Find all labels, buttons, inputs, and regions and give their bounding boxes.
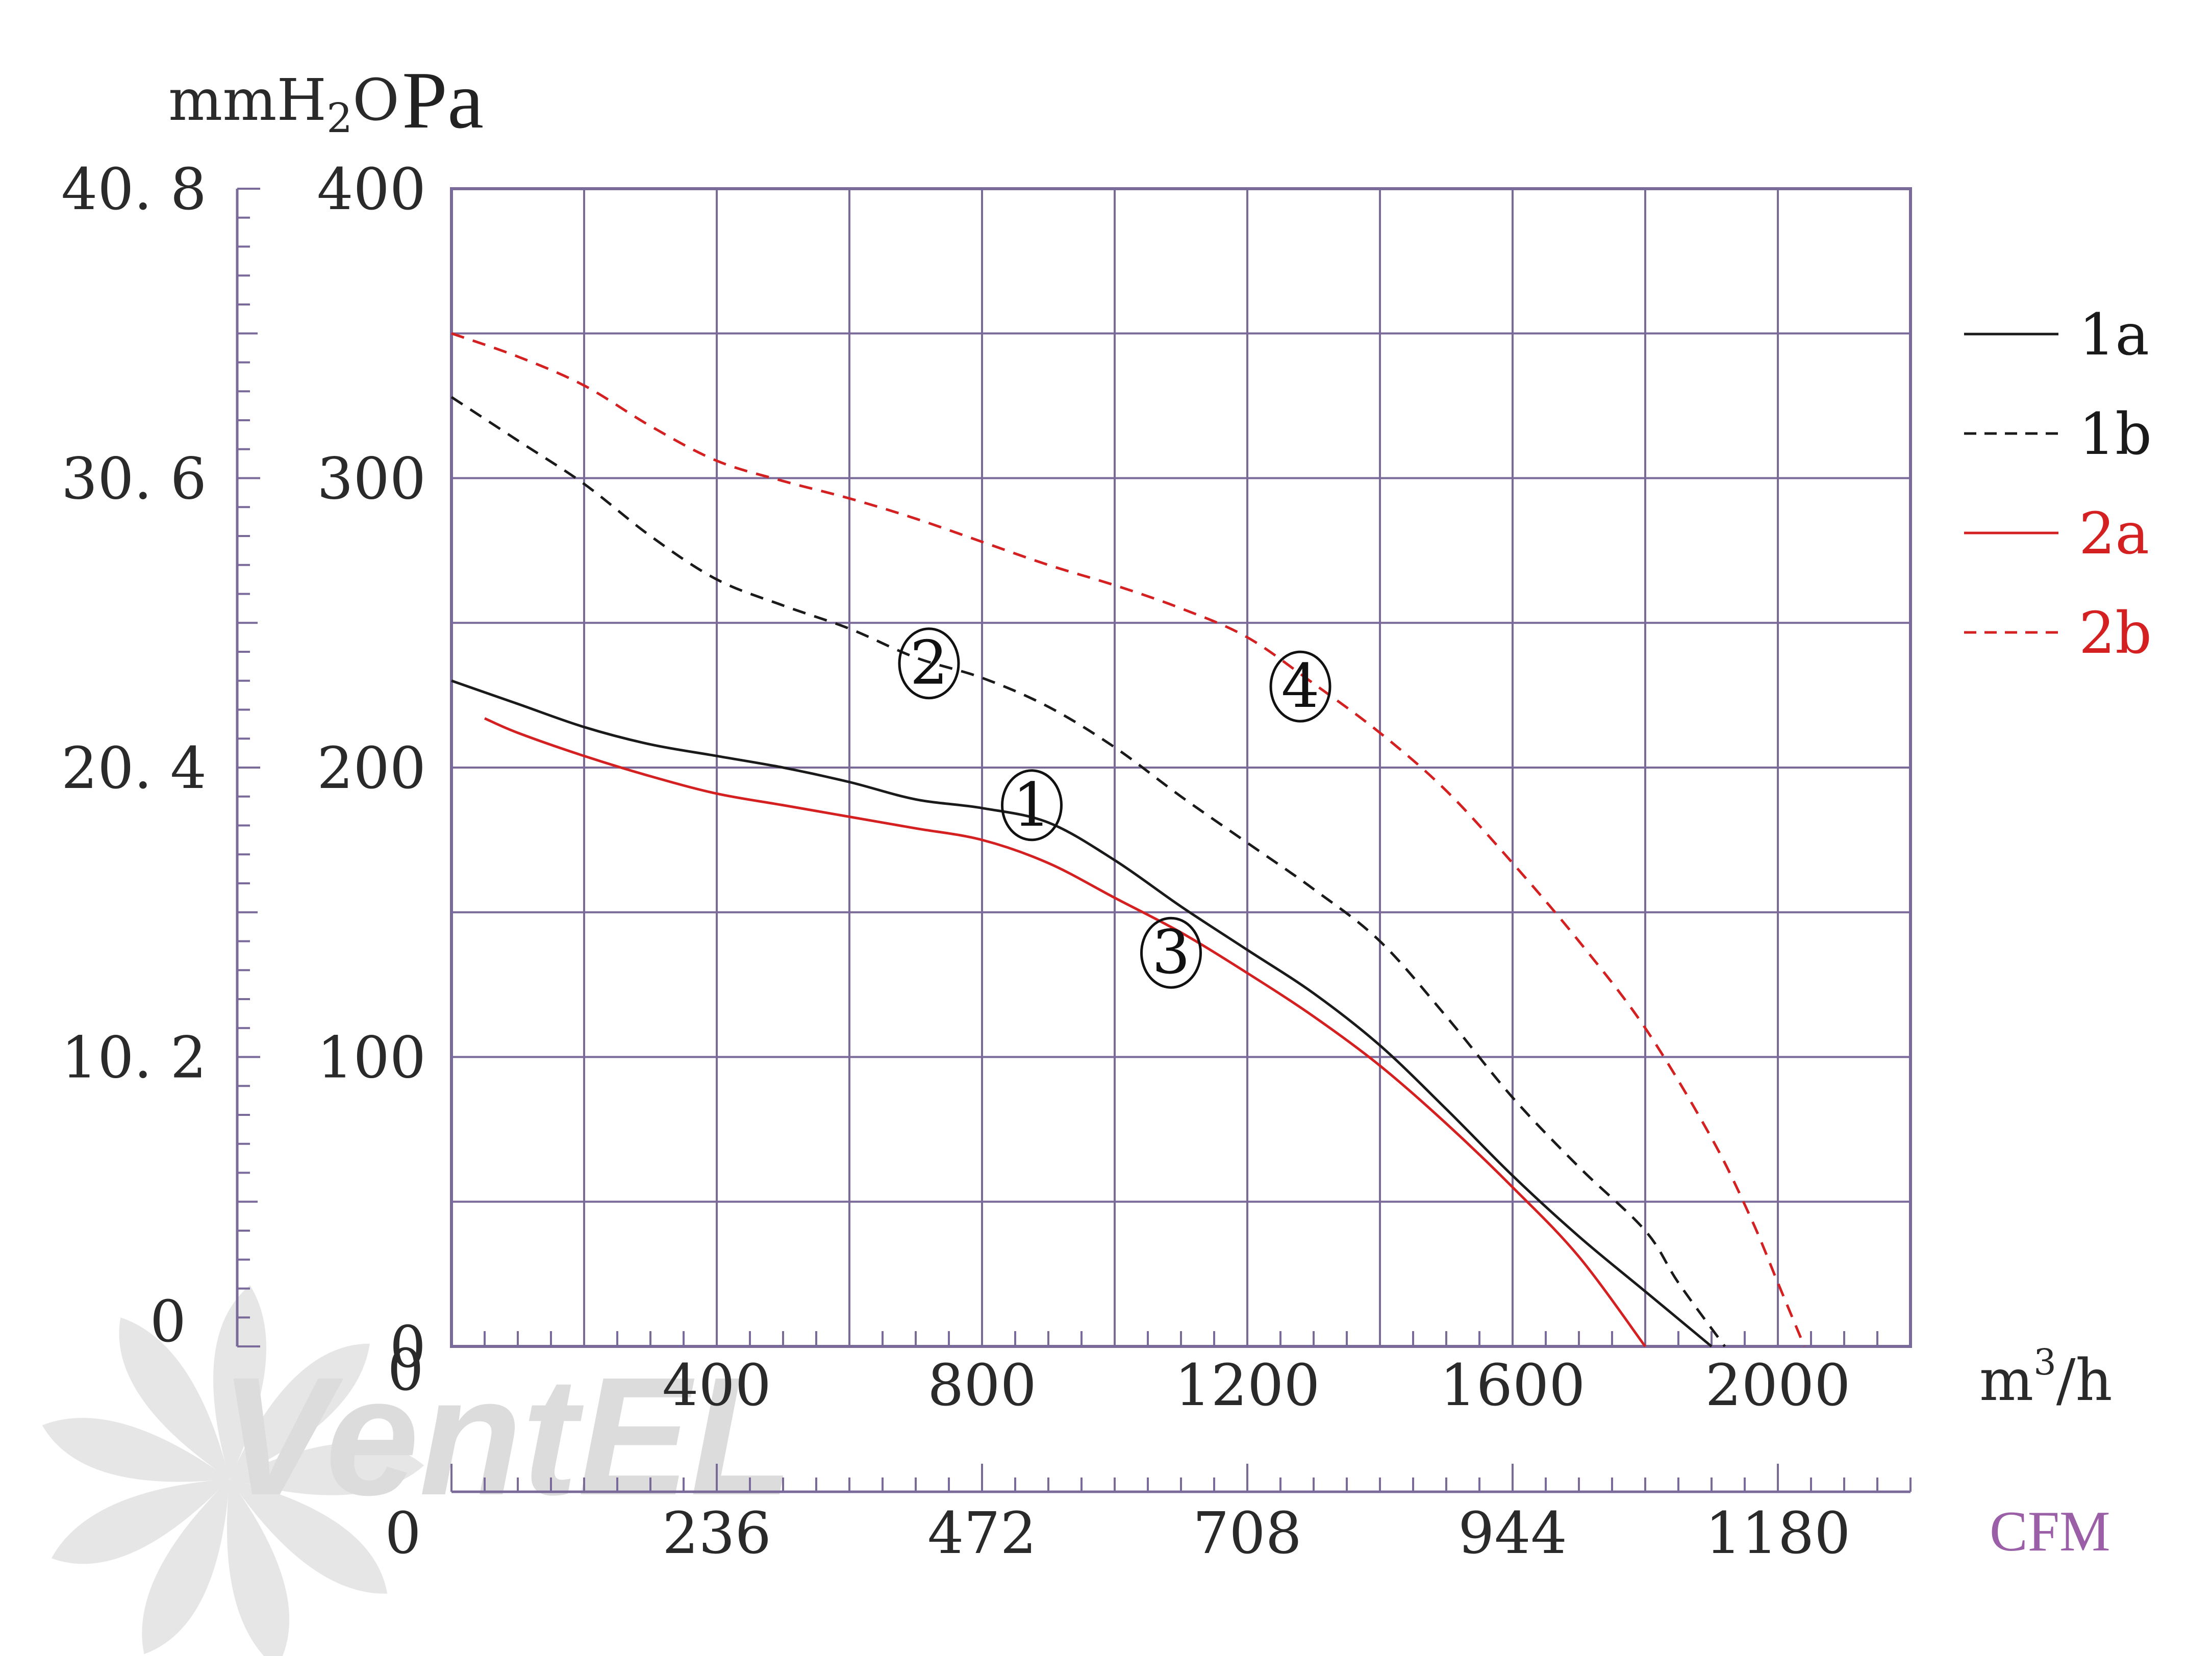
- fan-logo-blade: [213, 1285, 266, 1479]
- x-axis-m3h-tick-labels: 0 400 800 1200 1600 2000: [387, 1337, 1850, 1419]
- y-tick-label: 300: [317, 446, 426, 513]
- legend-label-1b: 1b: [2079, 401, 2152, 468]
- mmh2o-tick-label: 40. 8: [61, 157, 207, 223]
- cfm-unit-label: CFM: [1990, 1500, 2110, 1563]
- ventel-watermark-logo: VentEL: [42, 1285, 793, 1656]
- series-layer: [450, 332, 1806, 1347]
- mmh2o-tick-label: 20. 4: [61, 735, 207, 802]
- pa-unit-label: Pa: [402, 55, 484, 145]
- x-tick-label: 1200: [1174, 1353, 1320, 1419]
- cfm-tick-label: 472: [927, 1500, 1037, 1567]
- fan-logo-blade: [230, 1479, 388, 1594]
- cfm-tick-label: 708: [1193, 1500, 1302, 1567]
- legend-label-1a: 1a: [2079, 302, 2149, 368]
- mmh2o-unit-label: mmH2O: [168, 67, 399, 142]
- series-line-2b: [451, 332, 1806, 1347]
- y-axis-pa-tick-labels: 0 100 200 300 400: [317, 157, 426, 1381]
- y-tick-label: 100: [317, 1025, 426, 1091]
- fan-logo-blade: [51, 1479, 230, 1564]
- m3h-unit-label: m3/h: [1979, 1341, 2113, 1414]
- watermark-wordmark: VentEL: [219, 1342, 793, 1530]
- series-line-1b: [450, 396, 1726, 1347]
- mmh2o-tick-label: 0: [150, 1289, 186, 1355]
- legend-label-2a: 2a: [2079, 501, 2149, 567]
- chart-legend: 1a 1b 2a 2b: [1964, 302, 2152, 667]
- mmh2o-axis: [236, 188, 260, 1347]
- curve-marker-circle-1: [1001, 769, 1063, 842]
- x-tick-label: 0: [387, 1337, 423, 1404]
- fan-logo-icon: [42, 1285, 424, 1656]
- curve-marker-label-2: 2: [910, 628, 948, 698]
- fan-logo-blade: [142, 1479, 230, 1654]
- x-tick-label: 2000: [1705, 1353, 1850, 1419]
- curve-marker-label-3: 3: [1152, 917, 1190, 987]
- cfm-axis: [450, 1464, 1912, 1493]
- legend-label-2b: 2b: [2079, 600, 2152, 667]
- fan-logo-blade: [42, 1418, 230, 1482]
- curve-marker-circle-4: [1269, 650, 1331, 723]
- curve-marker-label-4: 4: [1281, 651, 1319, 721]
- curve-marker-circle-3: [1140, 916, 1202, 989]
- curve-marker-label-1: 1: [1013, 770, 1051, 840]
- cfm-tick-label: 944: [1458, 1500, 1567, 1567]
- x-axis-cfm-tick-labels: 0 236 472 708 944 1180: [385, 1500, 1850, 1567]
- y-axis-mmh2o-tick-labels: 0 10. 2 20. 4 30. 6 40. 8: [61, 157, 207, 1355]
- mmh2o-tick-label: 30. 6: [61, 446, 207, 513]
- chart-grid: [451, 189, 1911, 1346]
- cfm-tick-label: 1180: [1705, 1500, 1850, 1567]
- y-tick-label: 200: [317, 735, 426, 802]
- x-tick-label: 400: [662, 1353, 771, 1419]
- cfm-tick-label: 0: [385, 1500, 421, 1567]
- series-line-2a: [484, 717, 1647, 1347]
- mmh2o-tick-label: 10. 2: [61, 1025, 207, 1091]
- x-tick-label: 800: [927, 1353, 1037, 1419]
- curve-markers: 1 2 3 4: [898, 627, 1331, 989]
- fan-logo-blade: [230, 1442, 424, 1495]
- y-tick-label: 400: [317, 157, 426, 223]
- fan-logo-blade: [119, 1317, 230, 1479]
- x-tick-label: 1600: [1440, 1353, 1585, 1419]
- x-axis-minor-ticks: [484, 1331, 1878, 1346]
- series-line-1a: [451, 679, 1713, 1347]
- fan-logo-blade: [230, 1343, 370, 1479]
- fan-logo-blade: [227, 1479, 290, 1656]
- cfm-tick-label: 236: [662, 1500, 771, 1567]
- y-tick-label: 0: [390, 1314, 426, 1381]
- curve-marker-circle-2: [898, 627, 960, 700]
